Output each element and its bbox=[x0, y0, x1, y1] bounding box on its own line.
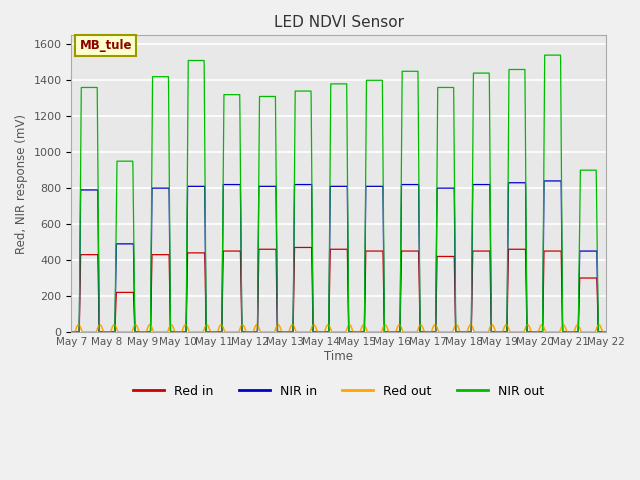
NIR in bbox=[602, 329, 610, 335]
Red out bbox=[68, 329, 76, 335]
NIR in bbox=[296, 181, 304, 187]
Line: NIR in: NIR in bbox=[72, 181, 606, 332]
NIR out bbox=[68, 329, 76, 335]
Red out bbox=[296, 329, 304, 335]
NIR out bbox=[296, 88, 304, 94]
Red in bbox=[559, 329, 567, 335]
Red out bbox=[586, 329, 593, 335]
Line: NIR out: NIR out bbox=[72, 55, 606, 332]
Text: MB_tule: MB_tule bbox=[79, 39, 132, 52]
NIR out bbox=[456, 329, 463, 335]
Red in bbox=[322, 329, 330, 335]
Red out bbox=[602, 329, 610, 335]
Red out bbox=[110, 322, 118, 328]
NIR in bbox=[292, 181, 300, 187]
NIR in bbox=[540, 178, 548, 184]
Legend: Red in, NIR in, Red out, NIR out: Red in, NIR in, Red out, NIR out bbox=[128, 380, 549, 403]
Y-axis label: Red, NIR response (mV): Red, NIR response (mV) bbox=[15, 114, 28, 253]
Red in bbox=[291, 245, 298, 251]
Red in bbox=[456, 329, 464, 335]
Line: Red out: Red out bbox=[72, 325, 606, 332]
NIR out bbox=[292, 88, 300, 94]
Red in bbox=[68, 329, 76, 335]
Red out bbox=[322, 326, 330, 332]
Red in bbox=[602, 329, 610, 335]
Red in bbox=[586, 275, 593, 281]
NIR out bbox=[586, 168, 593, 173]
NIR in bbox=[586, 248, 593, 254]
Red out bbox=[559, 322, 567, 328]
NIR in bbox=[321, 329, 329, 335]
NIR in bbox=[68, 329, 76, 335]
Title: LED NDVI Sensor: LED NDVI Sensor bbox=[274, 15, 404, 30]
NIR out bbox=[602, 329, 610, 335]
NIR in bbox=[456, 329, 463, 335]
NIR out bbox=[541, 52, 548, 58]
Red in bbox=[292, 245, 300, 251]
Line: Red in: Red in bbox=[72, 248, 606, 332]
X-axis label: Time: Time bbox=[324, 349, 353, 362]
Red in bbox=[296, 245, 304, 251]
NIR out bbox=[321, 329, 329, 335]
Red out bbox=[292, 329, 300, 335]
NIR in bbox=[559, 329, 567, 335]
NIR out bbox=[559, 329, 567, 335]
Red out bbox=[456, 329, 464, 335]
